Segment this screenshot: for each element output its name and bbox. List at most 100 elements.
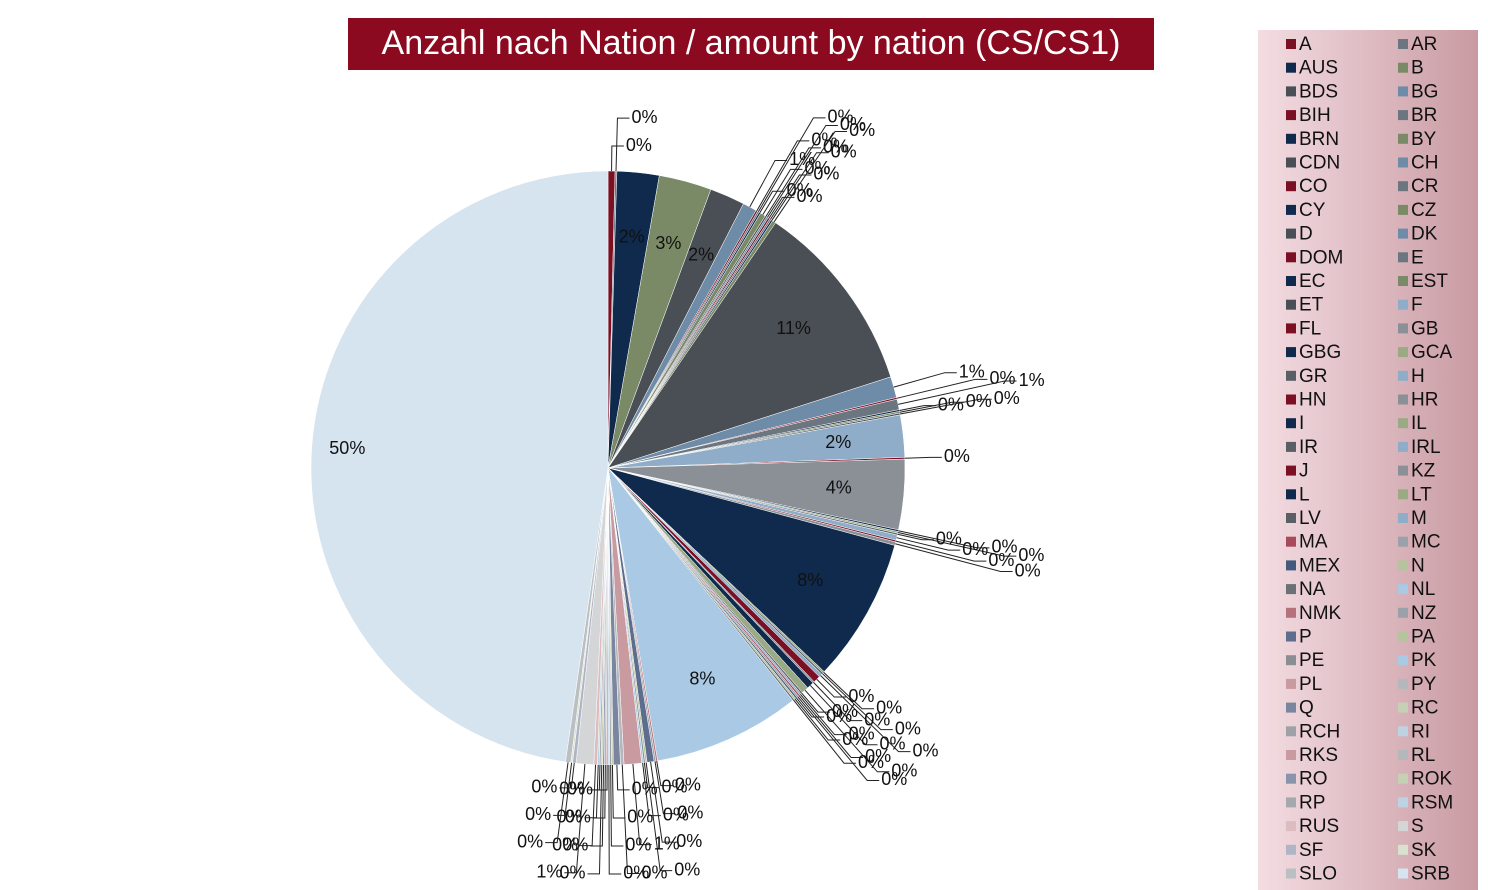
legend-label: GR — [1299, 366, 1328, 387]
legend-label: CR — [1411, 176, 1438, 197]
data-label: 0% — [989, 368, 1015, 388]
legend-label: RP — [1299, 792, 1325, 813]
legend-swatch — [1398, 537, 1408, 547]
legend-label: DOM — [1299, 247, 1343, 268]
legend-label: N — [1411, 555, 1425, 576]
legend-swatch — [1398, 371, 1408, 381]
legend-swatch — [1286, 608, 1296, 618]
legend-swatch — [1286, 158, 1296, 168]
legend-label: FL — [1299, 318, 1321, 339]
legend-swatch — [1398, 726, 1408, 736]
legend-swatch — [1286, 774, 1296, 784]
legend-swatch — [1398, 347, 1408, 357]
legend-swatch — [1286, 347, 1296, 357]
legend-label: PK — [1411, 650, 1437, 671]
legend-label: ROK — [1411, 769, 1453, 790]
legend-label: IR — [1299, 437, 1318, 458]
legend-swatch — [1286, 797, 1296, 807]
legend-swatch — [1398, 276, 1408, 286]
legend-swatch — [1286, 86, 1296, 96]
legend-label: SLO — [1299, 864, 1337, 885]
data-label: 0% — [552, 834, 578, 854]
legend-label: LT — [1411, 484, 1432, 505]
legend-label: SK — [1411, 840, 1437, 861]
legend-swatch — [1398, 300, 1408, 310]
legend-label: BIH — [1299, 105, 1331, 126]
legend-swatch — [1398, 323, 1408, 333]
legend-swatch — [1286, 276, 1296, 286]
data-label: 0% — [1015, 560, 1041, 580]
legend-label: B — [1411, 58, 1424, 79]
legend-label: H — [1411, 366, 1425, 387]
data-label: 11% — [776, 318, 811, 338]
legend-label: RKS — [1299, 745, 1338, 766]
leader-line — [905, 457, 942, 458]
data-label: 0% — [625, 835, 651, 855]
legend-label: GCA — [1411, 342, 1453, 363]
legend-swatch — [1398, 134, 1408, 144]
legend-swatch — [1398, 632, 1408, 642]
data-label: 0% — [661, 776, 687, 796]
legend-label: NA — [1299, 579, 1326, 600]
legend-label: RO — [1299, 769, 1328, 790]
leader-line — [545, 762, 568, 842]
legend-swatch — [1398, 560, 1408, 570]
data-label: 2% — [825, 432, 851, 452]
legend-label: D — [1299, 224, 1313, 245]
legend-swatch — [1286, 726, 1296, 736]
data-label: 0% — [623, 863, 649, 883]
legend-swatch — [1286, 252, 1296, 262]
legend-label: DK — [1411, 224, 1438, 245]
legend-swatch — [1398, 395, 1408, 405]
leader-line — [894, 373, 957, 387]
legend-swatch — [1286, 371, 1296, 381]
legend-label: AUS — [1299, 58, 1338, 79]
legend-swatch — [1398, 229, 1408, 239]
leader-line — [633, 764, 652, 845]
legend-label: PL — [1299, 674, 1322, 695]
data-label: 0% — [988, 550, 1014, 570]
chart-title: Anzahl nach Nation / amount by nation (C… — [382, 24, 1121, 62]
data-label: 0% — [936, 529, 962, 549]
legend-swatch — [1286, 584, 1296, 594]
legend-label: PE — [1299, 650, 1324, 671]
legend-swatch — [1398, 774, 1408, 784]
data-label: 0% — [994, 388, 1020, 408]
legend-label: IRL — [1411, 437, 1441, 458]
legend-swatch — [1398, 679, 1408, 689]
legend-swatch — [1398, 418, 1408, 428]
legend-swatch — [1286, 489, 1296, 499]
legend-swatch — [1398, 703, 1408, 713]
legend-label: CH — [1411, 153, 1438, 174]
data-label: 0% — [796, 186, 822, 206]
legend-label: BR — [1411, 105, 1437, 126]
legend-swatch — [1398, 466, 1408, 476]
data-label: 0% — [531, 777, 557, 797]
data-label: 0% — [849, 120, 875, 140]
legend-swatch — [1398, 252, 1408, 262]
legend-label: HR — [1411, 390, 1438, 411]
legend-swatch — [1286, 750, 1296, 760]
data-label: 0% — [944, 446, 970, 466]
legend-label: Q — [1299, 698, 1314, 719]
legend-label: CY — [1299, 200, 1326, 221]
legend-label: RCH — [1299, 721, 1340, 742]
data-label: 0% — [674, 859, 700, 879]
legend-swatch — [1286, 229, 1296, 239]
legend-label: BY — [1411, 129, 1437, 150]
leader-line — [580, 765, 595, 846]
pie: 0%0%2%3%2%1%0%0%0%0%0%0%0%0%0%0%11%1%0%1… — [311, 107, 1045, 883]
legend-swatch — [1286, 560, 1296, 570]
data-label: 0% — [826, 706, 852, 726]
data-label: 0% — [858, 752, 884, 772]
legend-label: I — [1299, 413, 1304, 434]
legend-label: P — [1299, 627, 1312, 648]
legend-swatch — [1286, 513, 1296, 523]
data-label: 0% — [517, 831, 543, 851]
legend-label: GBG — [1299, 342, 1341, 363]
legend-label: RSM — [1411, 792, 1453, 813]
legend-label: MC — [1411, 532, 1441, 553]
data-label: 8% — [689, 668, 715, 688]
data-label: 1% — [959, 361, 985, 381]
legend-label: J — [1299, 461, 1309, 482]
